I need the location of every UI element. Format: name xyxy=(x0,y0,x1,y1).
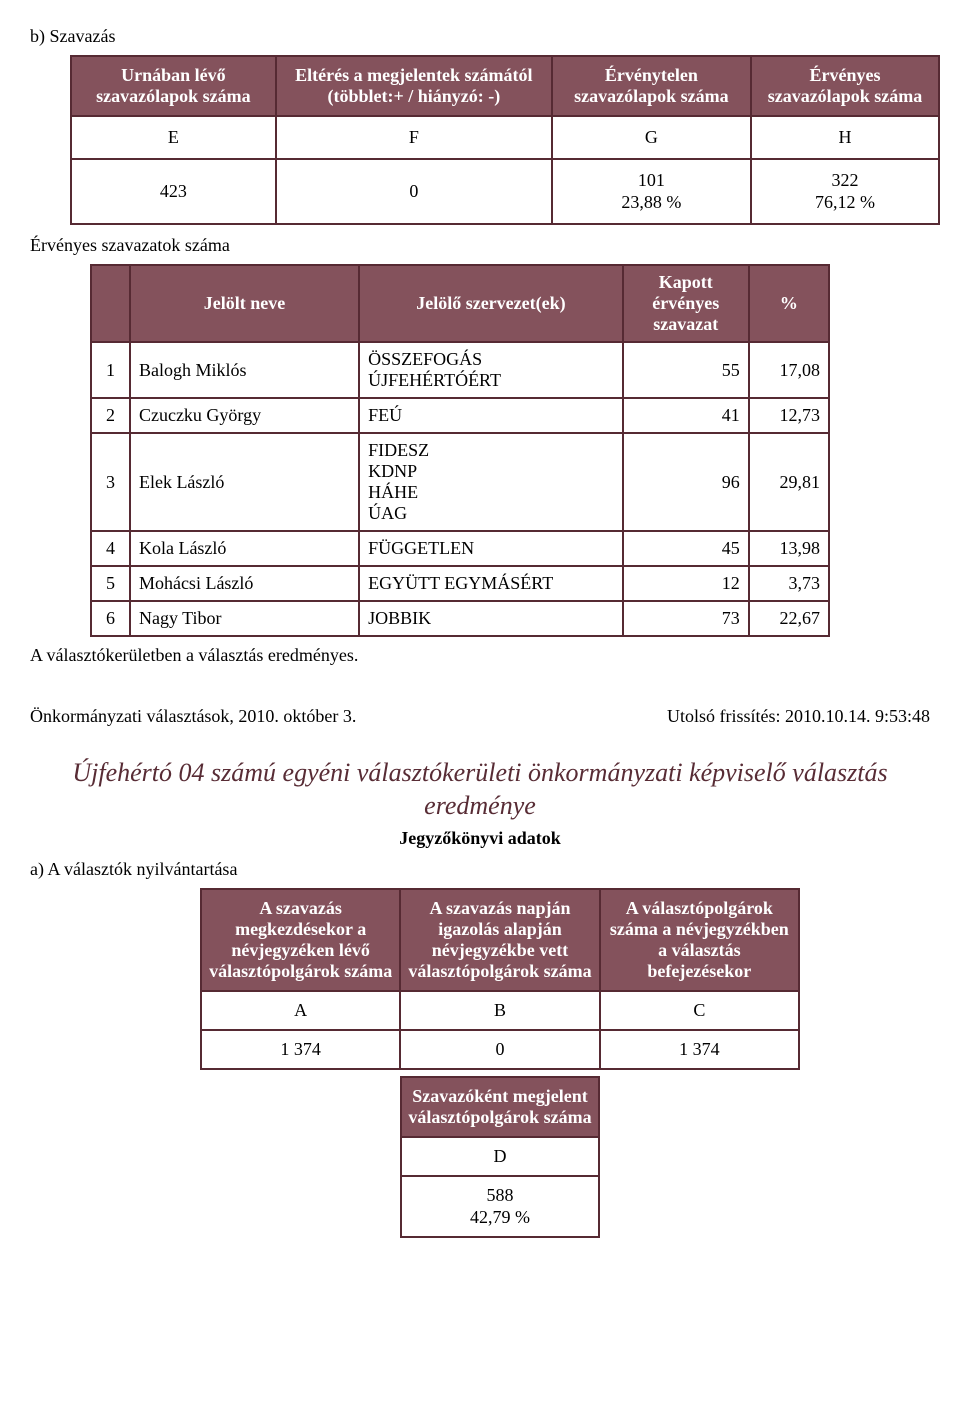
candidate-votes: 45 xyxy=(623,531,749,566)
reg-header-c: A választópolgárok száma a névjegyzékben… xyxy=(600,889,799,991)
candidate-org: ÖSSZEFOGÁS ÚJFEHÉRTÓÉRT xyxy=(359,342,623,398)
candidate-name: Kola László xyxy=(130,531,359,566)
footer-line: Önkormányzati választások, 2010. október… xyxy=(30,706,930,727)
table-row: 6Nagy TiborJOBBIK7322,67 xyxy=(91,601,829,636)
candidate-pct: 22,67 xyxy=(749,601,829,636)
turnout-table: Szavazóként megjelent választópolgárok s… xyxy=(400,1076,600,1238)
value-e: 423 xyxy=(71,159,276,224)
col-header-urn: Urnában lévő szavazólapok száma xyxy=(71,56,276,116)
candidate-pct: 17,08 xyxy=(749,342,829,398)
results-col-org: Jelölő szervezet(ek) xyxy=(359,265,623,342)
col-header-diff: Eltérés a megjelentek számától (többlet:… xyxy=(276,56,552,116)
candidate-name: Nagy Tibor xyxy=(130,601,359,636)
letter-h: H xyxy=(751,116,939,159)
reg-header-b: A szavazás napján igazolás alapján névje… xyxy=(400,889,599,991)
candidate-pct: 13,98 xyxy=(749,531,829,566)
col-header-valid: Érvényes szavazólapok száma xyxy=(751,56,939,116)
row-num: 4 xyxy=(91,531,130,566)
district-title: Újfehértó 04 számú egyéni választókerüle… xyxy=(30,757,930,822)
results-col-name: Jelölt neve xyxy=(130,265,359,342)
candidate-org: FEÚ xyxy=(359,398,623,433)
reg-value-b: 0 xyxy=(400,1030,599,1069)
turnout-value-cell: 588 42,79 % xyxy=(401,1176,599,1237)
letter-g: G xyxy=(552,116,751,159)
row-num: 3 xyxy=(91,433,130,531)
row-num: 6 xyxy=(91,601,130,636)
letter-e: E xyxy=(71,116,276,159)
candidate-pct: 29,81 xyxy=(749,433,829,531)
candidate-pct: 3,73 xyxy=(749,566,829,601)
candidate-votes: 55 xyxy=(623,342,749,398)
candidate-org: JOBBIK xyxy=(359,601,623,636)
results-col-pct: % xyxy=(749,265,829,342)
candidate-votes: 96 xyxy=(623,433,749,531)
protocol-caption: Jegyzőkönyvi adatok xyxy=(30,828,930,849)
candidate-org: EGYÜTT EGYMÁSÉRT xyxy=(359,566,623,601)
candidate-pct: 12,73 xyxy=(749,398,829,433)
candidate-votes: 41 xyxy=(623,398,749,433)
candidate-name: Balogh Miklós xyxy=(130,342,359,398)
result-statement: A választókerületben a választás eredmén… xyxy=(30,645,930,666)
section-a-title: a) A választók nyilvántartása xyxy=(30,859,930,880)
table-row: 4Kola LászlóFÜGGETLEN4513,98 xyxy=(91,531,829,566)
results-col-num xyxy=(91,265,130,342)
table-row: 2Czuczku GyörgyFEÚ4112,73 xyxy=(91,398,829,433)
district-title-line2: eredménye xyxy=(424,791,536,820)
value-g: 101 23,88 % xyxy=(552,159,751,224)
value-h: 322 76,12 % xyxy=(751,159,939,224)
col-header-invalid: Érvénytelen szavazólapok száma xyxy=(552,56,751,116)
district-title-line1: Újfehértó 04 számú egyéni választókerüle… xyxy=(72,758,887,787)
footer-left: Önkormányzati választások, 2010. október… xyxy=(30,706,356,727)
candidate-org: FÜGGETLEN xyxy=(359,531,623,566)
results-table: Jelölt neve Jelölő szervezet(ek) Kapott … xyxy=(90,264,830,637)
table-row: 1Balogh MiklósÖSSZEFOGÁS ÚJFEHÉRTÓÉRT551… xyxy=(91,342,829,398)
footer-right: Utolsó frissítés: 2010.10.14. 9:53:48 xyxy=(667,706,930,727)
turnout-header: Szavazóként megjelent választópolgárok s… xyxy=(401,1077,599,1137)
row-num: 2 xyxy=(91,398,130,433)
candidate-votes: 73 xyxy=(623,601,749,636)
table-row: 3Elek LászlóFIDESZKDNPHÁHEÚAG9629,81 xyxy=(91,433,829,531)
letter-f: F xyxy=(276,116,552,159)
value-h-pct: 76,12 % xyxy=(815,192,875,212)
reg-header-a: A szavazás megkezdésekor a névjegyzéken … xyxy=(201,889,400,991)
table-row: 5Mohácsi LászlóEGYÜTT EGYMÁSÉRT123,73 xyxy=(91,566,829,601)
value-g-num: 101 xyxy=(638,170,665,190)
turnout-value: 588 xyxy=(487,1185,514,1205)
value-h-num: 322 xyxy=(831,170,858,190)
candidate-name: Mohácsi László xyxy=(130,566,359,601)
candidate-org: FIDESZKDNPHÁHEÚAG xyxy=(359,433,623,531)
reg-letter-c: C xyxy=(600,991,799,1030)
value-f: 0 xyxy=(276,159,552,224)
candidate-name: Czuczku György xyxy=(130,398,359,433)
ballot-table: Urnában lévő szavazólapok száma Eltérés … xyxy=(70,55,940,225)
reg-value-a: 1 374 xyxy=(201,1030,400,1069)
value-g-pct: 23,88 % xyxy=(621,192,681,212)
turnout-pct: 42,79 % xyxy=(470,1207,530,1227)
results-col-votes: Kapott érvényes szavazat xyxy=(623,265,749,342)
turnout-letter: D xyxy=(401,1137,599,1176)
row-num: 1 xyxy=(91,342,130,398)
registry-table: A szavazás megkezdésekor a névjegyzéken … xyxy=(200,888,800,1070)
valid-votes-caption: Érvényes szavazatok száma xyxy=(30,235,930,256)
row-num: 5 xyxy=(91,566,130,601)
section-b-title: b) Szavazás xyxy=(30,26,930,47)
candidate-votes: 12 xyxy=(623,566,749,601)
reg-value-c: 1 374 xyxy=(600,1030,799,1069)
reg-letter-b: B xyxy=(400,991,599,1030)
candidate-name: Elek László xyxy=(130,433,359,531)
reg-letter-a: A xyxy=(201,991,400,1030)
